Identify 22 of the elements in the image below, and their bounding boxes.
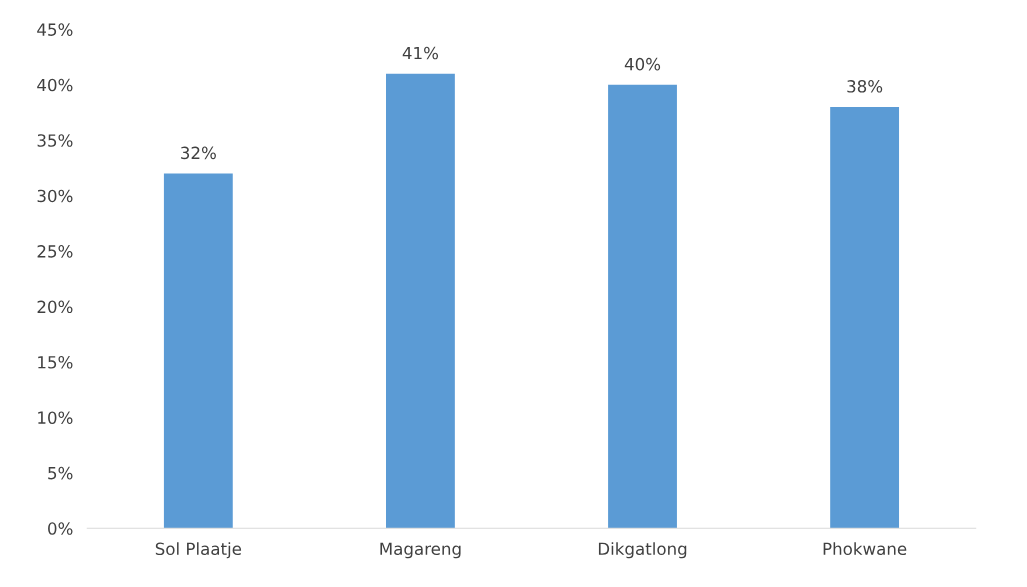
- x-tick-label: Phokwane: [823, 542, 907, 556]
- bar: [386, 73, 455, 529]
- data-label: 32%: [181, 146, 216, 160]
- y-tick-label: 10%: [38, 411, 73, 424]
- data-label: 41%: [402, 46, 439, 60]
- bar: [608, 84, 677, 529]
- y-tick-label: 25%: [37, 245, 73, 258]
- x-tick-label: Dikgatlong: [598, 542, 687, 559]
- x-tick-label: Magareng: [380, 542, 461, 559]
- data-label: 38%: [847, 80, 883, 93]
- y-tick-label: 40%: [37, 78, 73, 92]
- data-label: 40%: [624, 57, 661, 71]
- bar: [830, 106, 900, 529]
- bar: [163, 173, 233, 529]
- y-tick-label: 45%: [37, 23, 73, 36]
- y-tick-label: 35%: [37, 134, 73, 147]
- y-tick-label: 20%: [37, 300, 73, 314]
- x-tick-label: Sol Plaatje: [155, 542, 242, 559]
- y-tick-label: 15%: [38, 355, 73, 369]
- y-tick-label: 30%: [37, 189, 73, 203]
- y-tick-label: 5%: [48, 466, 73, 480]
- y-tick-label: 0%: [48, 522, 73, 535]
